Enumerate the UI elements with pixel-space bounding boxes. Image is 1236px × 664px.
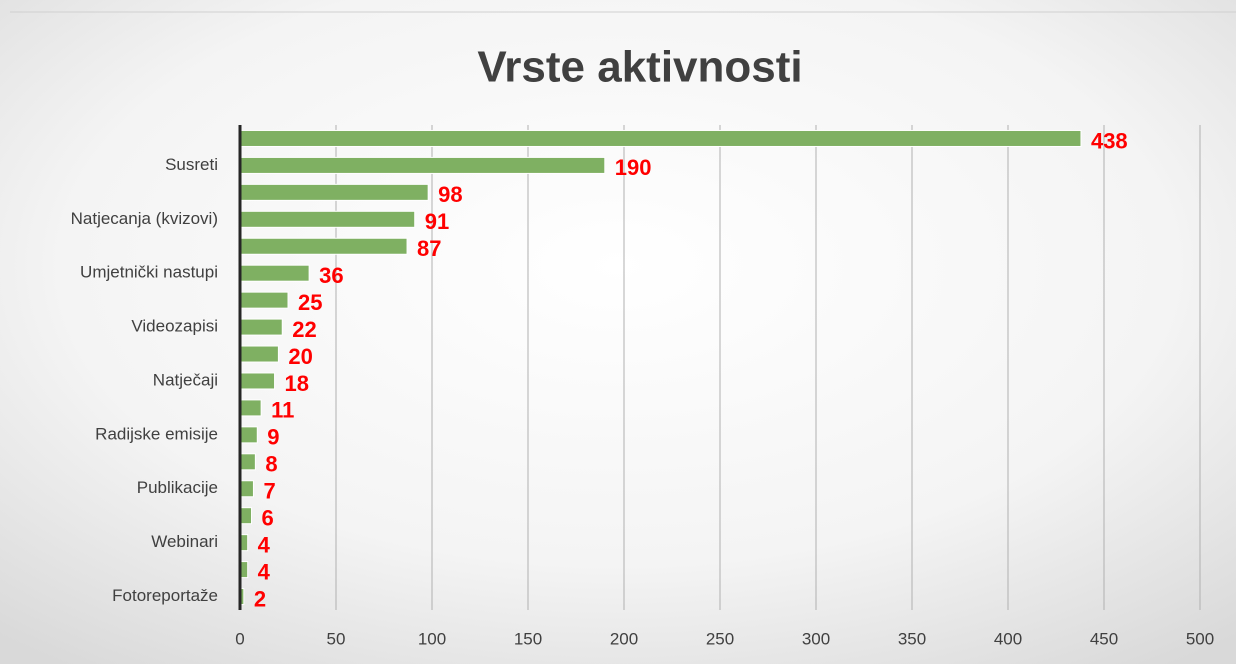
y-tick-label: Radijske emisije — [95, 424, 218, 443]
value-label: 25 — [298, 290, 322, 315]
value-label: 6 — [262, 506, 274, 531]
bar — [239, 453, 256, 471]
x-tick-label: 50 — [327, 629, 346, 648]
value-label: 8 — [265, 452, 277, 477]
value-label: 438 — [1091, 128, 1128, 153]
bar — [239, 183, 429, 201]
bar — [239, 372, 276, 390]
value-label: 20 — [288, 344, 312, 369]
value-label: 98 — [438, 182, 462, 207]
chart-title: Vrste aktivnosti — [477, 43, 802, 92]
y-tick-label: Webinari — [151, 532, 218, 551]
y-tick-label: Natječaji — [153, 370, 218, 389]
y-tick-label: Susreti — [165, 155, 218, 174]
value-label: 87 — [417, 236, 441, 261]
y-tick-label: Fotoreportaže — [112, 586, 218, 605]
value-label: 11 — [271, 398, 294, 423]
bar — [239, 291, 289, 309]
y-tick-label: Natjecanja (kvizovi) — [71, 209, 218, 228]
value-label: 4 — [258, 559, 271, 584]
y-tick-label: Publikacije — [137, 478, 218, 497]
x-tick-label: 350 — [898, 629, 926, 648]
x-tick-label: 400 — [994, 629, 1022, 648]
x-tick-label: 250 — [706, 629, 734, 648]
value-label: 7 — [263, 479, 275, 504]
bar — [239, 480, 254, 498]
x-tick-label: 200 — [610, 629, 638, 648]
bar — [239, 426, 258, 444]
bar — [239, 237, 408, 255]
x-tick-label: 500 — [1186, 629, 1214, 648]
bar — [239, 345, 279, 363]
bar — [239, 318, 283, 336]
bar — [239, 264, 310, 282]
bar — [239, 156, 606, 174]
bar — [239, 507, 253, 525]
x-tick-label: 450 — [1090, 629, 1118, 648]
value-label: 91 — [425, 209, 449, 234]
value-label: 22 — [292, 317, 316, 342]
value-label: 190 — [615, 155, 652, 180]
value-label: 4 — [258, 532, 271, 557]
value-label: 2 — [254, 586, 266, 611]
y-tick-label: Videozapisi — [131, 317, 218, 336]
bar — [239, 399, 262, 417]
value-label: 36 — [319, 263, 343, 288]
x-tick-label: 150 — [514, 629, 542, 648]
x-tick-label: 100 — [418, 629, 446, 648]
bar — [239, 129, 1082, 147]
bar — [239, 210, 416, 228]
value-label: 18 — [285, 371, 309, 396]
x-tick-label: 300 — [802, 629, 830, 648]
value-label: 9 — [267, 425, 279, 450]
y-tick-label: Umjetnički nastupi — [80, 263, 218, 282]
x-tick-label: 0 — [235, 629, 244, 648]
